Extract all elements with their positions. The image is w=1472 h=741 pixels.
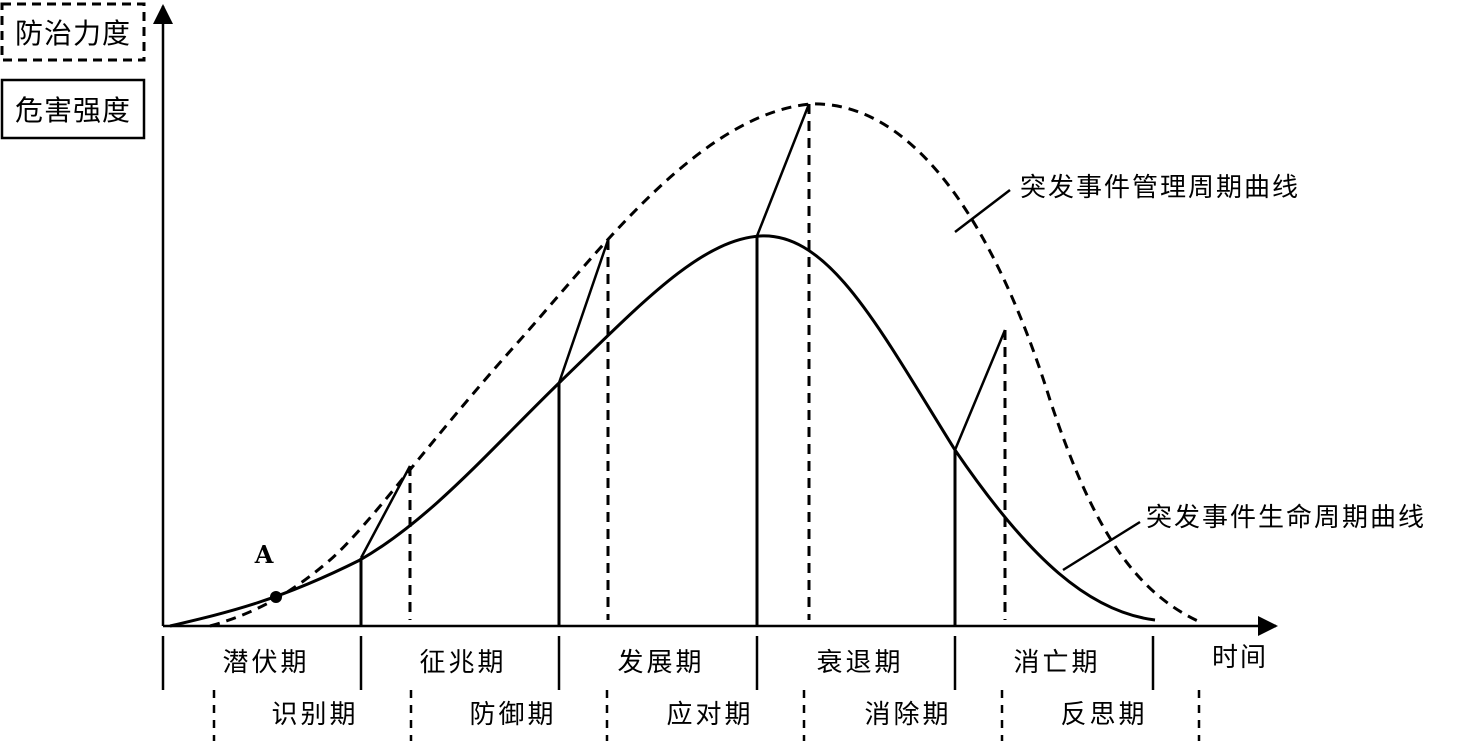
upper-phase-label: 发展期 — [617, 648, 704, 678]
lower-phase-label: 消除期 — [864, 700, 951, 730]
point-a: A — [254, 540, 282, 603]
legend-dashed-label: 防治力度 — [15, 17, 131, 50]
legend-solid-label: 危害强度 — [15, 94, 131, 127]
management-callout-leader — [954, 189, 1011, 233]
upper-phase-label: 潜伏期 — [222, 648, 309, 678]
upper-phase-label: 征兆期 — [419, 648, 506, 678]
legend-box-dashed — [0, 2, 146, 62]
connector-2 — [557, 239, 610, 384]
lower-phase-label: 反思期 — [1060, 700, 1147, 730]
upper-phase-row: 潜伏期 征兆期 发展期 衰退期 消亡期 — [161, 636, 1155, 690]
lower-phase-label: 防御期 — [469, 700, 556, 730]
lifecycle-callout-leader — [1062, 520, 1141, 572]
upper-phase-label: 消亡期 — [1013, 648, 1100, 678]
connector-4 — [953, 329, 1007, 451]
connector-3 — [755, 103, 811, 237]
x-axis-label: 时间 — [1212, 643, 1268, 673]
legend: 防治力度 危害强度 — [0, 2, 146, 140]
lower-phase-row: 识别期 防御期 应对期 消除期 反思期 — [212, 690, 1201, 741]
connectors — [359, 103, 1007, 559]
point-a-label: A — [254, 540, 274, 569]
callouts: 突发事件管理周期曲线 突发事件生命周期曲线 — [954, 173, 1426, 572]
point-a-marker — [270, 591, 282, 603]
legend-box-solid — [0, 78, 146, 140]
lower-phase-label: 应对期 — [666, 700, 753, 730]
dashed-verticals — [408, 104, 1007, 620]
axes: 时间 — [153, 4, 1278, 673]
lower-phase-label: 识别期 — [271, 700, 358, 730]
solid-dividers — [359, 236, 957, 626]
connector-1 — [359, 465, 412, 559]
lifecycle-curve — [169, 234, 1156, 628]
management-callout-text: 突发事件管理周期曲线 — [1020, 173, 1300, 203]
upper-phase-label: 衰退期 — [816, 648, 903, 678]
management-curve — [209, 102, 1201, 628]
lifecycle-callout-text: 突发事件生命周期曲线 — [1146, 503, 1426, 533]
